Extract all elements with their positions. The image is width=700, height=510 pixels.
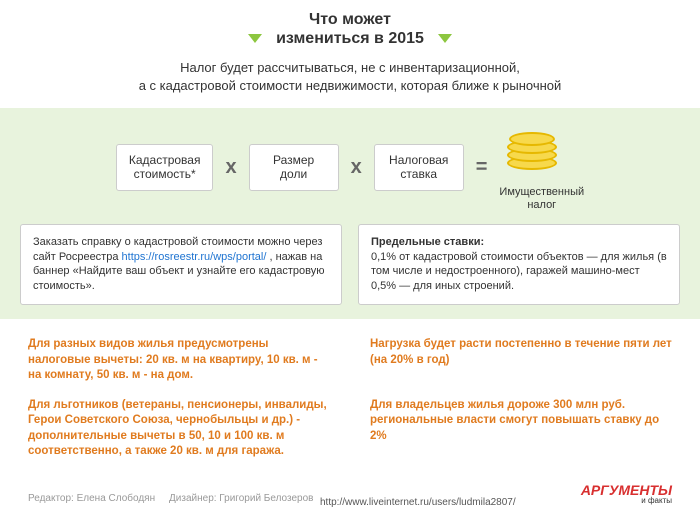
designer-credit: Дизайнер: Григорий Белозеров	[169, 493, 313, 504]
triangle-left-icon	[248, 34, 262, 43]
bottom-section: Для разных видов жилья предусмотрены нал…	[0, 319, 700, 484]
title-line2: измениться в 2015	[276, 30, 424, 47]
triangle-right-icon	[438, 34, 452, 43]
operator-equals: =	[476, 156, 488, 179]
note-cadastral-lookup: Заказать справку о кадастровой стоимости…	[20, 224, 342, 305]
box3-l1: Налоговая	[389, 153, 448, 167]
source-url: http://www.liveinternet.ru/users/ludmila…	[320, 497, 516, 508]
box1-l2: стоимость*	[134, 167, 196, 181]
bottom-row-1: Для разных видов жилья предусмотрены нал…	[28, 337, 672, 384]
notes-row: Заказать справку о кадастровой стоимости…	[20, 224, 680, 305]
formula-row: Кадастровая стоимость* x Размер доли x Н…	[20, 122, 680, 211]
box2-l2: доли	[280, 167, 307, 181]
note-right-head: Предельные ставки:	[371, 236, 484, 248]
box3-l2: ставка	[400, 167, 437, 181]
expensive-property-text: Для владельцев жилья дороже 300 млн руб.…	[370, 398, 672, 460]
note-right-line1: 0,1% от кадастровой стоимости объектов —…	[371, 251, 667, 278]
operator-multiply-1: x	[225, 156, 236, 179]
formula-result: Имущественный налог	[499, 122, 584, 211]
formula-box-cadastral: Кадастровая стоимость*	[116, 144, 214, 191]
title-line1: Что может	[309, 11, 391, 28]
subtitle: Налог будет рассчитываться, не с инвента…	[0, 53, 700, 108]
operator-multiply-2: x	[351, 156, 362, 179]
formula-box-taxrate: Налоговая ставка	[374, 144, 464, 191]
page-title: Что может измениться в 2015	[276, 10, 424, 48]
formula-box-share: Размер доли	[249, 144, 339, 191]
note-right-line2: 0,5% — для иных строений.	[371, 280, 514, 292]
formula-band: Кадастровая стоимость* x Размер доли x Н…	[0, 108, 700, 319]
deductions-text: Для разных видов жилья предусмотрены нал…	[28, 337, 330, 384]
brand-logo: АРГУМЕНТЫ и факты	[581, 484, 672, 504]
editor-credit: Редактор: Елена Слободян	[28, 493, 155, 504]
privileged-text: Для льготников (ветераны, пенсионеры, ин…	[28, 398, 330, 460]
credits: Редактор: Елена Слободян Дизайнер: Григо…	[28, 493, 313, 504]
result-l1: Имущественный	[499, 186, 584, 198]
note-max-rates: Предельные ставки: 0,1% от кадастровой с…	[358, 224, 680, 305]
coins-icon	[499, 122, 567, 182]
bottom-row-2: Для льготников (ветераны, пенсионеры, ин…	[28, 398, 672, 460]
box1-l1: Кадастровая	[129, 153, 201, 167]
growth-text: Нагрузка будет расти постепенно в течени…	[370, 337, 672, 384]
result-l2: налог	[527, 199, 556, 211]
box2-l1: Размер	[273, 153, 314, 167]
rosreestr-link[interactable]: https://rosreestr.ru/wps/portal/	[122, 251, 267, 263]
header: Что может измениться в 2015	[0, 0, 700, 53]
